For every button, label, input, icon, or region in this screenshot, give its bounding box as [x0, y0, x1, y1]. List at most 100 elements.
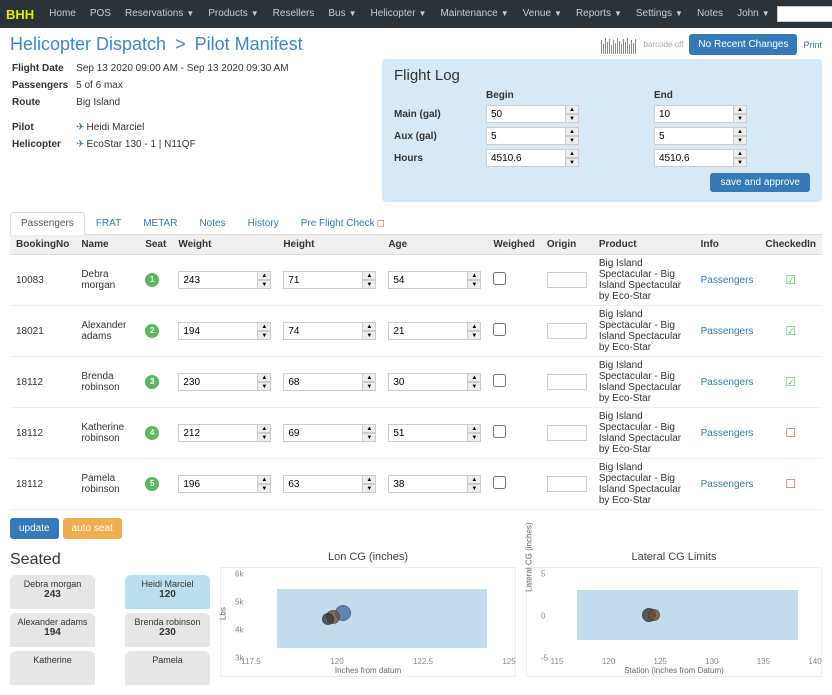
height-input[interactable]: ▲▼ — [283, 271, 376, 289]
heli-value[interactable]: EcoStar 130 - 1 | N11QF — [87, 139, 196, 150]
checkedin-icon[interactable]: ☑ — [785, 273, 796, 287]
seated-title: Seated — [10, 551, 210, 569]
weighed-checkbox[interactable] — [493, 272, 506, 285]
weight-input[interactable]: ▲▼ — [178, 373, 271, 391]
col-origin: Origin — [541, 235, 593, 255]
hours-begin-input[interactable]: ▲▼ — [486, 149, 642, 167]
nav-helicopter[interactable]: Helicopter▼ — [364, 0, 434, 28]
pilot-value[interactable]: Heidi Marciel — [87, 122, 145, 133]
user-menu[interactable]: John▼ — [730, 0, 777, 28]
search-input[interactable] — [777, 6, 832, 22]
nav-reservations[interactable]: Reservations▼ — [118, 0, 201, 28]
origin-input[interactable] — [547, 425, 587, 441]
table-row: 18021Alexander adams2▲▼▲▼▲▼Big Island Sp… — [10, 306, 822, 357]
pilot-icon: ✈ — [76, 122, 84, 133]
nav-pos[interactable]: POS — [83, 0, 118, 28]
seat-box[interactable]: Debra morgan243 — [10, 575, 95, 609]
height-input[interactable]: ▲▼ — [283, 424, 376, 442]
nav-venue[interactable]: Venue▼ — [516, 0, 569, 28]
tab-metar[interactable]: METAR — [132, 212, 188, 235]
auto-seat-button[interactable]: auto seat — [63, 518, 122, 539]
booking-no: 10083 — [10, 255, 75, 306]
update-button[interactable]: update — [10, 518, 59, 539]
seat-box[interactable]: Alexander adams194 — [10, 613, 95, 647]
age-input[interactable]: ▲▼ — [388, 475, 481, 493]
print-link[interactable]: Print — [803, 40, 822, 50]
info-cell[interactable]: Passengers — [695, 408, 760, 459]
weight-input[interactable]: ▲▼ — [178, 271, 271, 289]
seat-box[interactable]: Heidi Marciel120 — [125, 575, 210, 609]
col-name: Name — [75, 235, 139, 255]
info-cell[interactable]: Passengers — [695, 306, 760, 357]
breadcrumb-root[interactable]: Helicopter Dispatch — [10, 34, 166, 54]
seat-box[interactable]: Brenda robinson230 — [125, 613, 210, 647]
height-input[interactable]: ▲▼ — [283, 373, 376, 391]
age-input[interactable]: ▲▼ — [388, 322, 481, 340]
tab-history[interactable]: History — [237, 212, 290, 235]
product-cell: Big Island Spectacular - Big Island Spec… — [593, 306, 695, 357]
hours-end-input[interactable]: ▲▼ — [654, 149, 810, 167]
seat-badge: 3 — [145, 375, 159, 389]
nav-resellers[interactable]: Resellers — [266, 0, 322, 28]
main-end-input[interactable]: ▲▼ — [654, 105, 810, 123]
weighed-checkbox[interactable] — [493, 374, 506, 387]
pax-name: Alexander adams — [75, 306, 139, 357]
col-bookingno: BookingNo — [10, 235, 75, 255]
log-aux-label: Aux (gal) — [394, 131, 474, 142]
nav-products[interactable]: Products▼ — [201, 0, 265, 28]
top-navbar: BHH HomePOSReservations▼Products▼Reselle… — [0, 0, 832, 28]
seat-box[interactable]: Katherine — [10, 651, 95, 685]
origin-input[interactable] — [547, 374, 587, 390]
checkedin-icon[interactable]: ☐ — [785, 477, 796, 491]
log-main-label: Main (gal) — [394, 109, 474, 120]
origin-input[interactable] — [547, 476, 587, 492]
age-input[interactable]: ▲▼ — [388, 424, 481, 442]
checkedin-icon[interactable]: ☐ — [785, 426, 796, 440]
pilot-label: Pilot — [12, 120, 74, 135]
aux-end-input[interactable]: ▲▼ — [654, 127, 810, 145]
age-input[interactable]: ▲▼ — [388, 373, 481, 391]
tab-pre-flight-check[interactable]: Pre Flight Check◻ — [290, 212, 396, 235]
age-input[interactable]: ▲▼ — [388, 271, 481, 289]
barcode-icon[interactable] — [601, 36, 636, 54]
table-row: 18112Pamela robinson5▲▼▲▼▲▼Big Island Sp… — [10, 459, 822, 510]
origin-input[interactable] — [547, 323, 587, 339]
height-input[interactable]: ▲▼ — [283, 322, 376, 340]
weight-input[interactable]: ▲▼ — [178, 424, 271, 442]
seat-box[interactable]: Pamela — [125, 651, 210, 685]
weighed-checkbox[interactable] — [493, 476, 506, 489]
pax-name: Brenda robinson — [75, 357, 139, 408]
recent-changes-button[interactable]: No Recent Changes — [689, 34, 797, 55]
main-begin-input[interactable]: ▲▼ — [486, 105, 642, 123]
nav-maintenance[interactable]: Maintenance▼ — [433, 0, 515, 28]
info-cell[interactable]: Passengers — [695, 357, 760, 408]
checkedin-icon[interactable]: ☑ — [785, 375, 796, 389]
nav-reports[interactable]: Reports▼ — [569, 0, 629, 28]
nav-settings[interactable]: Settings▼ — [629, 0, 690, 28]
weighed-checkbox[interactable] — [493, 425, 506, 438]
lon-cg-chart: Lon CG (inches) 3k4k5k6k117.5120122.5125… — [220, 551, 516, 685]
product-cell: Big Island Spectacular - Big Island Spec… — [593, 255, 695, 306]
brand-logo[interactable]: BHH — [6, 7, 34, 22]
tab-notes[interactable]: Notes — [188, 212, 236, 235]
col-age: Age — [382, 235, 487, 255]
col-height: Height — [277, 235, 382, 255]
nav-notes[interactable]: Notes — [690, 0, 730, 28]
weight-input[interactable]: ▲▼ — [178, 475, 271, 493]
info-cell[interactable]: Passengers — [695, 255, 760, 306]
nav-home[interactable]: Home — [42, 0, 83, 28]
height-input[interactable]: ▲▼ — [283, 475, 376, 493]
aux-begin-input[interactable]: ▲▼ — [486, 127, 642, 145]
info-cell[interactable]: Passengers — [695, 459, 760, 510]
product-cell: Big Island Spectacular - Big Island Spec… — [593, 408, 695, 459]
tab-passengers[interactable]: Passengers — [10, 212, 85, 235]
checkedin-icon[interactable]: ☑ — [785, 324, 796, 338]
route-label: Route — [12, 95, 74, 110]
weight-input[interactable]: ▲▼ — [178, 322, 271, 340]
save-approve-button[interactable]: save and approve — [710, 173, 810, 192]
table-row: 18112Brenda robinson3▲▼▲▼▲▼Big Island Sp… — [10, 357, 822, 408]
tab-frat[interactable]: FRAT — [85, 212, 132, 235]
weighed-checkbox[interactable] — [493, 323, 506, 336]
nav-bus[interactable]: Bus▼ — [321, 0, 363, 28]
origin-input[interactable] — [547, 272, 587, 288]
